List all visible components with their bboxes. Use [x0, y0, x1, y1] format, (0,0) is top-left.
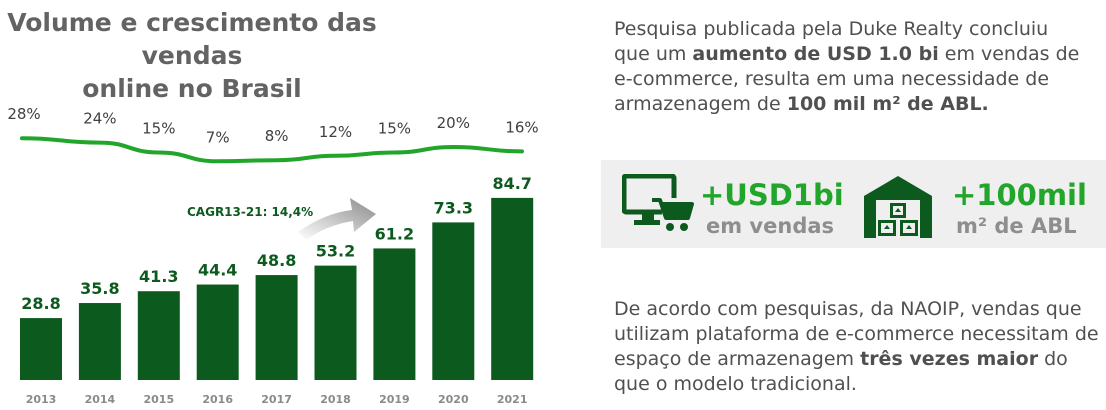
- bar-2015: [137, 291, 180, 380]
- computer-cart-icon: [622, 174, 694, 231]
- chart-title: Volume e crescimento das vendas online n…: [0, 6, 384, 105]
- bar-value-label: 73.3: [434, 198, 473, 217]
- para2-bold-1: três vezes maior: [860, 348, 1039, 370]
- x-tick-label: 2015: [143, 393, 174, 406]
- growth-label: 15%: [142, 120, 175, 138]
- cagr-arrow-icon: [298, 198, 376, 240]
- x-tick-label: 2013: [26, 393, 57, 406]
- x-tick-label: 2014: [85, 393, 116, 406]
- warehouse-icon: [864, 176, 932, 238]
- bar-2019: [373, 248, 416, 380]
- growth-label: 20%: [437, 114, 470, 132]
- naoip-paragraph: De acordo com pesquisas, da NAOIP, venda…: [614, 297, 1100, 397]
- stat-abl-label: m² de ABL: [956, 214, 1077, 238]
- x-tick-label: 2021: [497, 393, 528, 406]
- x-tick-labels-group: 2013 2014 2015 2016 2017 2018 2019 2020 2021: [26, 393, 528, 406]
- stat-abl-value: +100mil: [952, 178, 1087, 212]
- bar-value-label: 61.2: [375, 224, 414, 243]
- bar-value-label: 53.2: [316, 242, 355, 261]
- bar-value-label: 28.8: [21, 294, 60, 313]
- bar-2017: [255, 275, 298, 380]
- x-tick-label: 2019: [379, 393, 410, 406]
- para1-bold-1: aumento de USD 1.0 bi: [692, 43, 939, 65]
- duke-realty-paragraph: Pesquisa publicada pela Duke Realty conc…: [614, 17, 1084, 117]
- bar-value-label: 84.7: [492, 174, 531, 193]
- para1-bold-2: 100 mil m² de ABL.: [786, 93, 989, 115]
- para2-text-1: De acordo com pesquisas, da NAOIP, venda…: [614, 298, 1099, 370]
- bar-value-label: 48.8: [257, 251, 296, 270]
- growth-label: 7%: [206, 128, 230, 146]
- growth-label: 15%: [378, 120, 411, 138]
- bar-2020: [432, 222, 475, 380]
- growth-labels-group: 28% 24% 15% 7% 8% 12% 15% 20% 16%: [7, 105, 538, 146]
- growth-label: 12%: [319, 123, 352, 141]
- bar-2016: [196, 284, 239, 380]
- chart-title-line-1: Volume e crescimento das vendas: [7, 8, 377, 70]
- value-labels-group: 28.8 35.8 41.3 44.4 48.8 53.2 61.2 73.3 84.7: [21, 174, 532, 313]
- para1-text-2: em vendas de e-commerce, resulta em uma …: [614, 43, 1080, 115]
- chart-title-line-2: online no Brasil: [82, 74, 302, 103]
- x-tick-label: 2016: [202, 393, 233, 406]
- stats-box: +USD1bi em vendas +100mil m² de ABL: [601, 160, 1106, 248]
- bar-2014: [78, 303, 121, 380]
- growth-line: [20, 136, 524, 164]
- para1-text-1: Pesquisa publicada pela Duke Realty conc…: [614, 18, 1049, 65]
- bar-2021: [491, 197, 534, 380]
- growth-label: 16%: [505, 118, 538, 136]
- cagr-annotation: CAGR13-21: 14,4%: [187, 205, 313, 219]
- x-tick-label: 2018: [320, 393, 351, 406]
- growth-label: 8%: [265, 127, 289, 145]
- para2-text-2: do que o modelo tradicional.: [614, 348, 1068, 395]
- x-tick-label: 2017: [261, 393, 292, 406]
- stat-usd-value: +USD1bi: [700, 178, 844, 212]
- bar-value-label: 41.3: [139, 267, 178, 286]
- x-tick-label: 2020: [438, 393, 469, 406]
- bar-2018: [314, 265, 357, 380]
- sales-chart: 28.8 35.8 41.3 44.4 48.8 53.2 61.2 73.3 84.7 201…: [7, 105, 538, 406]
- bar-value-label: 35.8: [80, 279, 119, 298]
- bar-2013: [20, 318, 62, 380]
- growth-label: 24%: [83, 110, 116, 128]
- stat-usd-label: em vendas: [706, 214, 835, 238]
- growth-label: 28%: [7, 105, 40, 123]
- bars-group: [20, 197, 534, 380]
- bar-value-label: 44.4: [198, 261, 237, 280]
